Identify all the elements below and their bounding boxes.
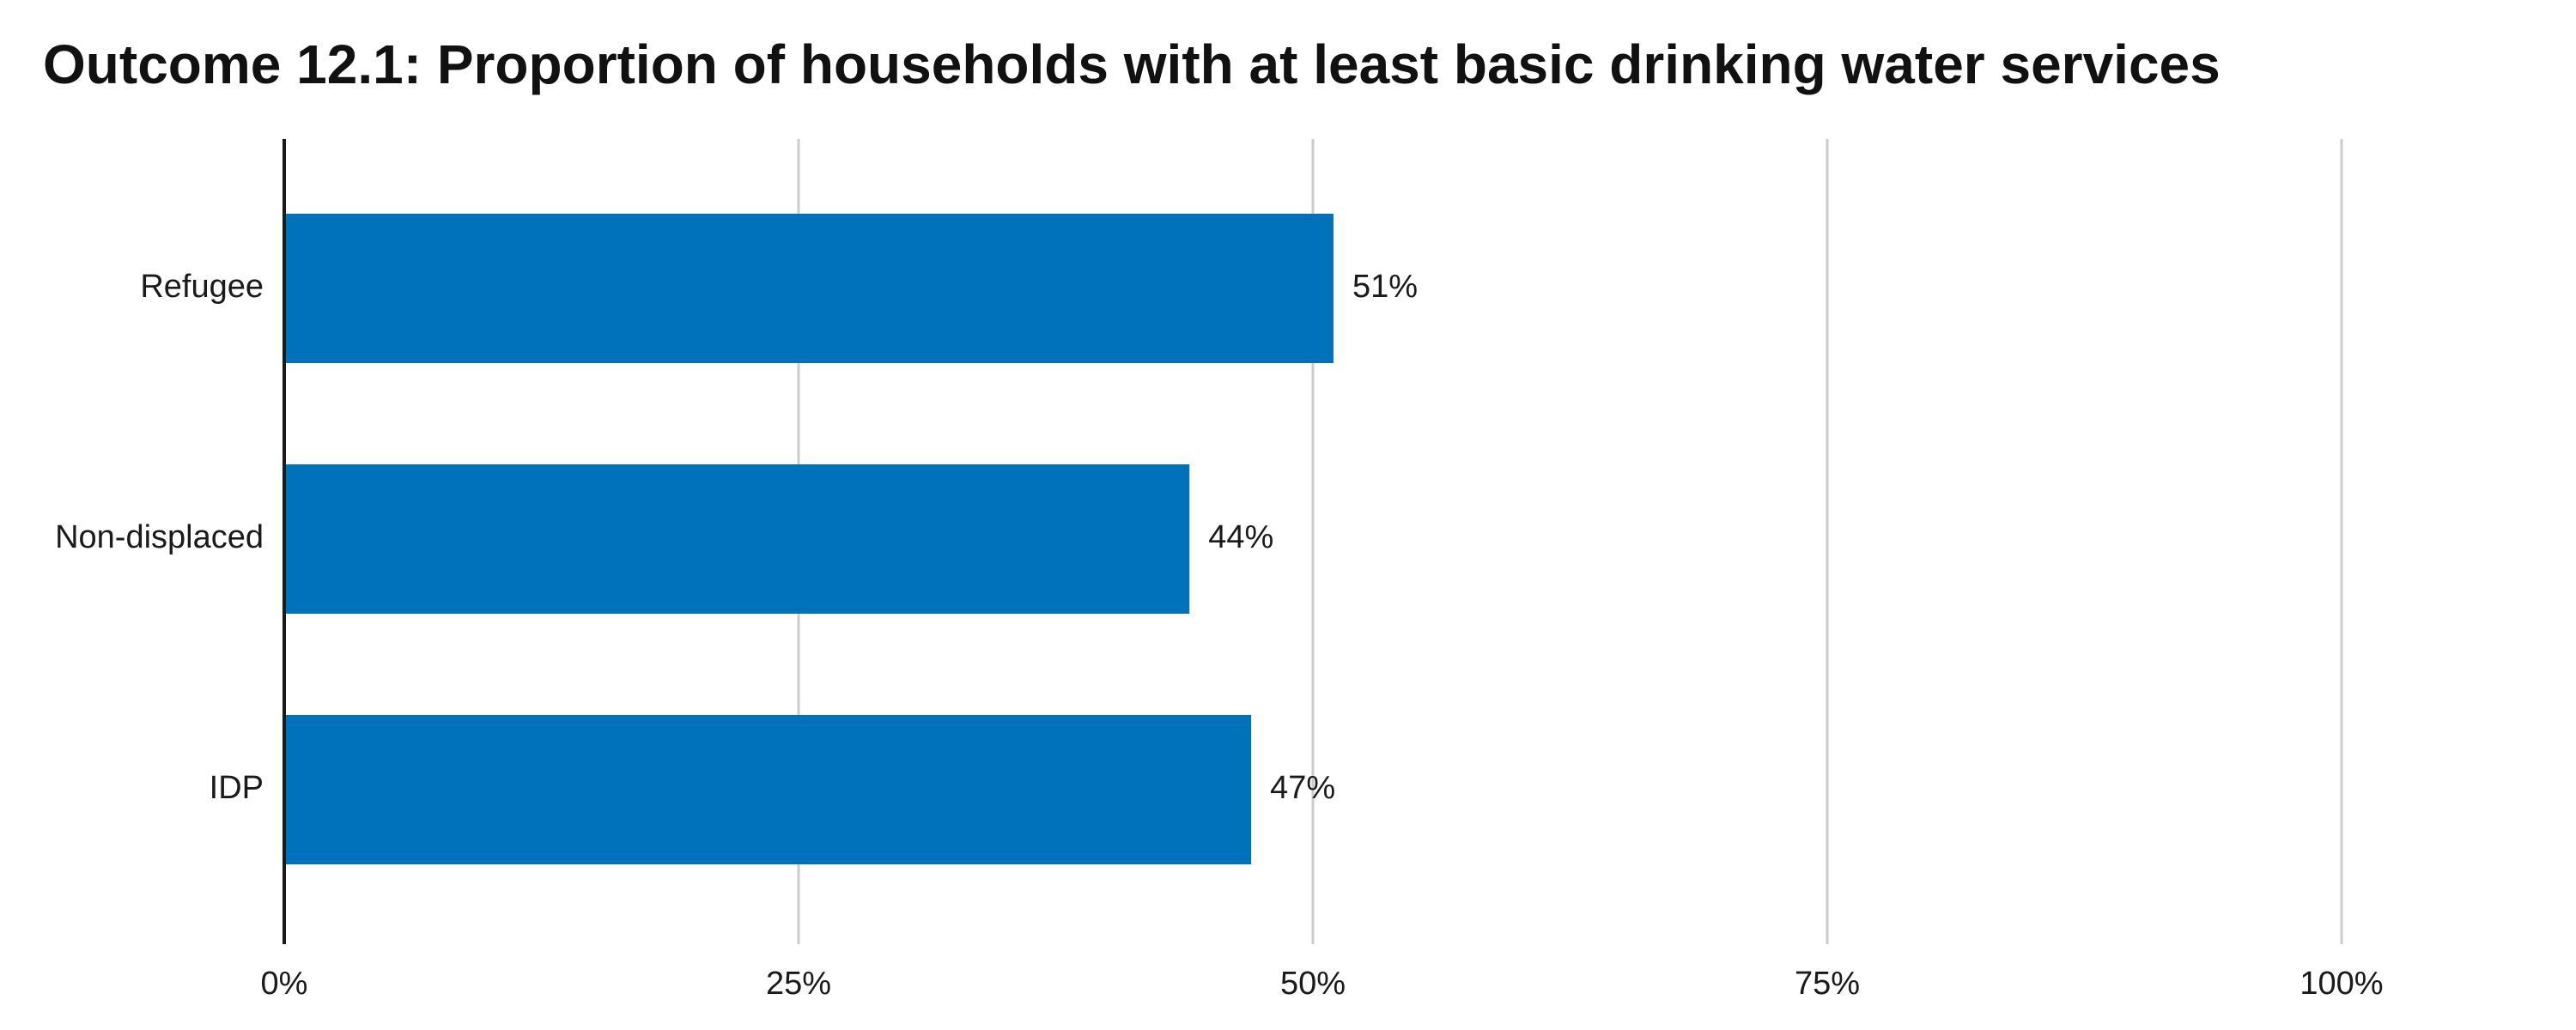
x-tick-label: 50% [1280,966,1346,1002]
category-label: IDP [210,770,264,806]
x-tick-label: 25% [766,966,831,1002]
chart-title: Outcome 12.1: Proportion of households w… [43,33,2221,95]
data-label: 47% [1270,770,1335,806]
bar-non-displaced [284,464,1190,614]
bar-idp [284,715,1252,864]
x-tick-label: 100% [2300,966,2383,1002]
x-tick-label: 0% [261,966,308,1002]
category-label: Refugee [140,269,264,305]
bar-refugee [284,214,1334,363]
category-label: Non-displaced [55,519,264,555]
x-tick-label: 75% [1795,966,1860,1002]
data-label: 51% [1352,269,1418,305]
data-label: 44% [1208,519,1273,555]
